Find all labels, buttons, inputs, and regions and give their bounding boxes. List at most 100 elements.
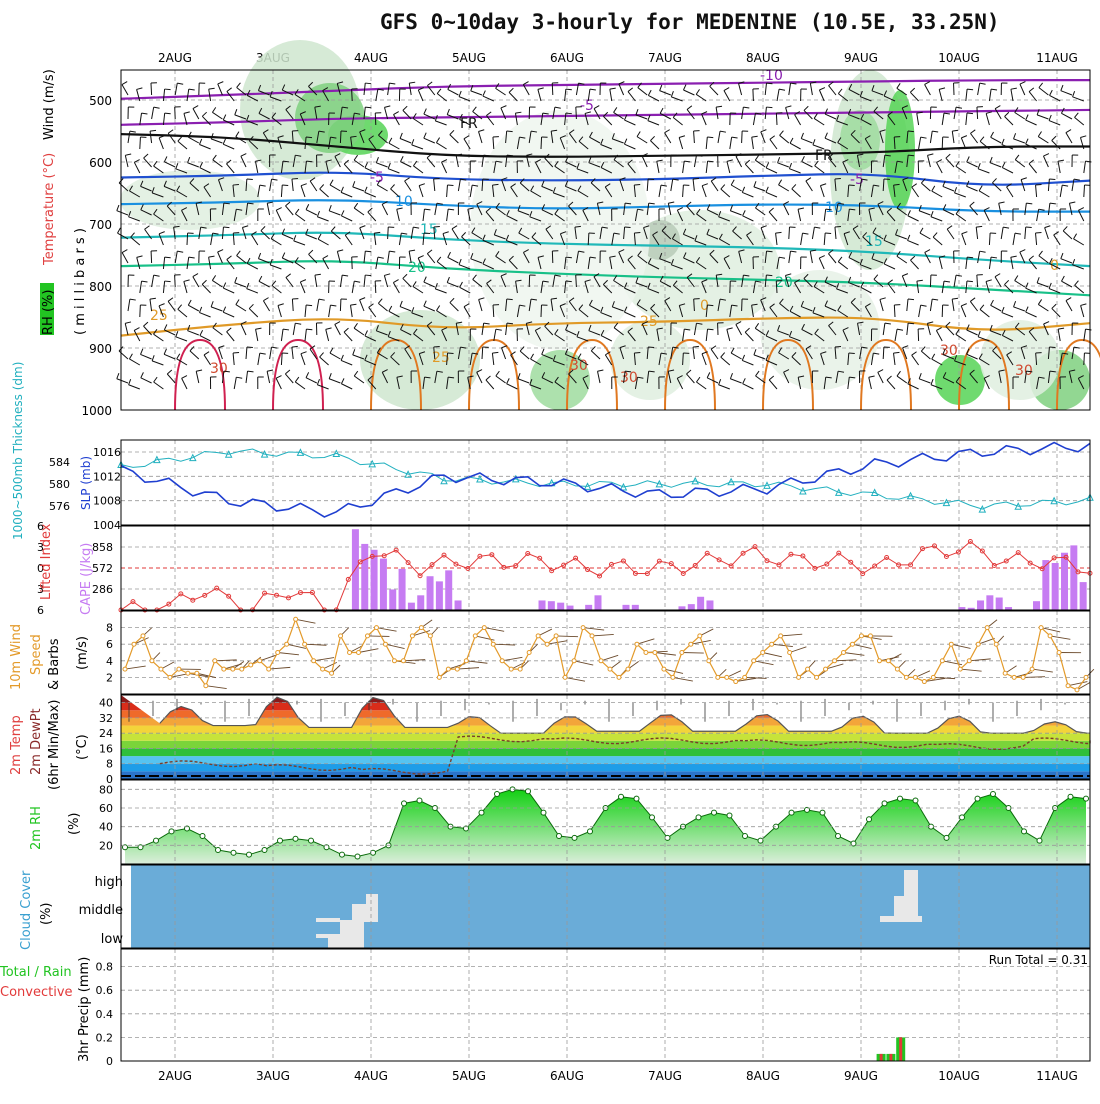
rh-tick: 60: [99, 802, 113, 815]
wind10-marker: [222, 667, 226, 671]
wind10-barb: [1032, 669, 1053, 672]
wind10-marker: [392, 659, 396, 663]
wind-barb-flag: [835, 179, 841, 180]
rh-marker: [340, 852, 345, 857]
cape-label: CAPE (J/kg): [79, 543, 94, 615]
wind10-marker: [150, 659, 154, 663]
rh-marker: [665, 835, 670, 840]
rh-marker: [278, 838, 283, 843]
cape-bar: [585, 605, 592, 610]
wind10-marker: [815, 675, 819, 679]
wind-barb-staff: [694, 299, 695, 311]
slp-tick: 1004: [93, 519, 121, 532]
wind10-marker: [545, 642, 549, 646]
precip-conv-bar: [880, 1054, 883, 1061]
wind10-marker: [1039, 626, 1043, 630]
wind-barb-staff: [187, 233, 188, 245]
cape-bar: [389, 589, 396, 610]
precip-unit-label: 3hr Precip (mm): [77, 957, 92, 1062]
wind10-marker: [626, 667, 630, 671]
precip-total-label: Total / Rain: [0, 965, 72, 980]
wind-barb-flag: [306, 329, 312, 330]
rh-marker: [650, 815, 655, 820]
wind-barb-flag: [566, 113, 572, 114]
wind10-marker: [330, 671, 334, 675]
millibars-label: ( m i l l i b a r s ): [73, 228, 88, 335]
contour-label: 20: [775, 275, 793, 291]
wind-barb-staff: [541, 137, 542, 149]
temp-color-band: [121, 756, 1090, 764]
cloud-bar: [316, 934, 328, 938]
wind10-marker: [410, 634, 414, 638]
rh-marker: [154, 838, 159, 843]
cloud-unit-label: (%): [39, 903, 54, 926]
wind10-barb: [367, 636, 389, 637]
rh-marker: [231, 850, 236, 855]
wind10-tick: 6: [106, 638, 113, 651]
precip-conv-label: Convective: [0, 985, 73, 1000]
wind-barb-flag: [835, 227, 841, 228]
wind10-marker: [267, 667, 271, 671]
wind10-barb: [484, 628, 504, 632]
cloud-tick-low: low: [101, 932, 124, 947]
wind-barb-flag: [118, 228, 121, 233]
wind10-marker: [500, 659, 504, 663]
rh-shading: [470, 110, 650, 350]
wind10-marker: [994, 642, 998, 646]
wind10-marker: [240, 667, 244, 671]
pressure-tick: 1000: [81, 404, 112, 418]
rh-shading: [980, 320, 1060, 400]
wind10-marker: [662, 667, 666, 671]
rh-marker: [169, 829, 174, 834]
wind10-tick: 8: [106, 622, 113, 635]
wind-barb-flag: [894, 184, 900, 185]
contour-label: 25: [150, 308, 168, 324]
wind-barb-flag: [507, 299, 513, 300]
thickness-label: 1000~500mb Thickness (dm): [11, 362, 25, 540]
wind10-marker: [581, 626, 585, 630]
wind10-marker: [850, 642, 854, 646]
wind10-barb: [457, 668, 479, 669]
wind10-marker: [437, 675, 441, 679]
wind10-marker: [554, 634, 558, 638]
wind-barb-staff: [942, 137, 943, 149]
cape-bar: [1080, 582, 1087, 610]
rh-shading: [610, 320, 690, 400]
date-label-top: 10AUG: [938, 51, 980, 65]
wind-barb-flag: [967, 113, 973, 114]
wind10-marker: [1075, 688, 1079, 692]
cape-bar: [539, 600, 546, 610]
wind10-marker: [482, 626, 486, 630]
wind-barb-flag: [365, 251, 371, 252]
wind10-marker: [473, 634, 477, 638]
wind-barb-flag: [434, 347, 440, 348]
contour-label: 30: [620, 370, 638, 386]
cloud-bar: [904, 870, 918, 896]
wind10-marker: [518, 667, 522, 671]
wind-barb-flag: [292, 346, 298, 347]
rh-shading: [120, 170, 260, 230]
wind10-marker: [123, 667, 127, 671]
wind-barb-staff: [375, 113, 376, 125]
rh-marker: [1022, 829, 1027, 834]
wind10-marker: [563, 675, 567, 679]
rh-marker: [247, 852, 252, 857]
date-label-top: 11AUG: [1036, 51, 1078, 65]
cloud-bg: [131, 865, 1090, 948]
wind-barb-flag: [424, 233, 430, 234]
wind10-marker: [536, 634, 540, 638]
wind10-marker: [312, 659, 316, 663]
wind10-barb: [790, 647, 807, 653]
wind-barb-flag: [908, 131, 914, 132]
date-label-top: 6AUG: [550, 51, 584, 65]
wind10-marker: [931, 675, 935, 679]
wind10-tick: 2: [106, 671, 113, 684]
cape-tick: 286: [92, 583, 113, 596]
wind10-barb: [493, 644, 515, 645]
wind10-marker: [976, 642, 980, 646]
wind-barb-flag: [707, 305, 713, 306]
rh-marker: [572, 835, 577, 840]
wind10-marker: [761, 651, 765, 655]
date-label-bottom: 4AUG: [354, 1069, 388, 1083]
